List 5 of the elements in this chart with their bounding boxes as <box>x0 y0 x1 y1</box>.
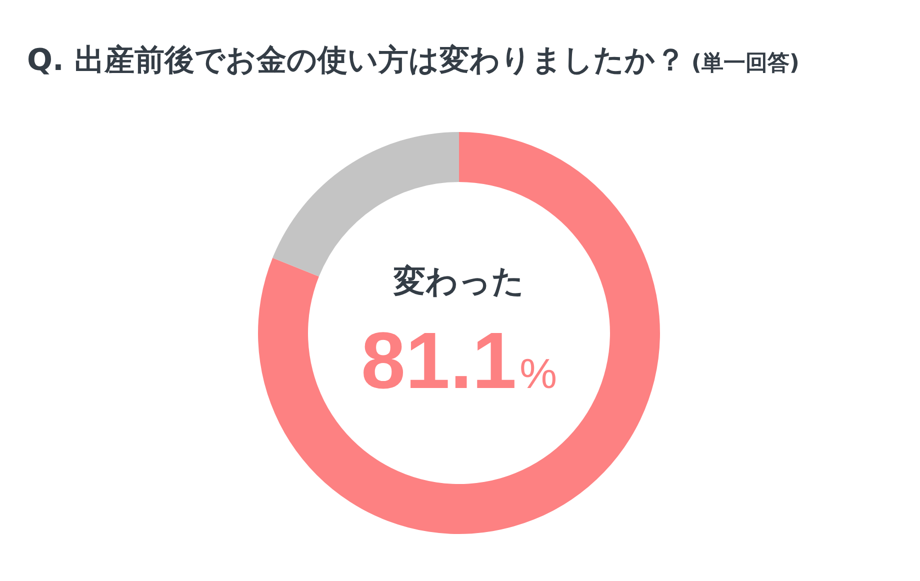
data-label: 81.1% <box>360 316 558 405</box>
text: (単一回答) <box>691 51 800 76</box>
slice-label: 変わった <box>392 262 524 300</box>
donut-slice <box>258 132 660 534</box>
chart-title: Q. 出産前後でお金の使い方は変わりましたか？ <box>27 43 686 78</box>
